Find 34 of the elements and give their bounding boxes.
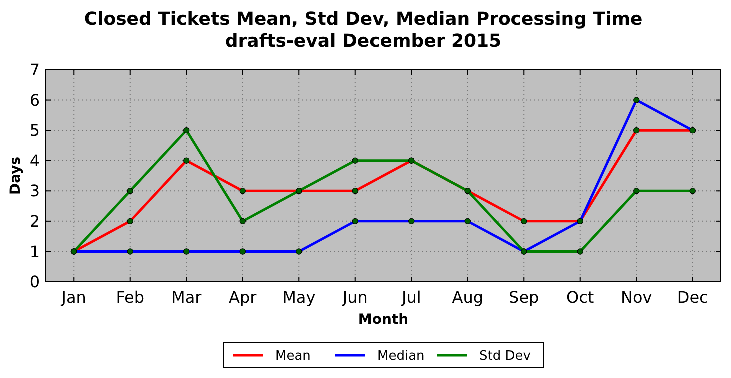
chart-subtitle: drafts-eval December 2015 (225, 31, 502, 52)
y-tick-label: 6 (30, 90, 40, 110)
x-tick-label: Dec (677, 288, 708, 307)
x-tick-label: Feb (116, 288, 145, 307)
y-tick-label: 3 (30, 182, 40, 201)
chart-title: Closed Tickets Mean, Std Dev, Median Processing Time (84, 9, 643, 30)
x-tick-label: Jan (60, 288, 86, 307)
point (577, 248, 584, 255)
y-tick-label: 0 (30, 272, 40, 292)
y-tick-label: 7 (30, 60, 40, 80)
y-tick-label: 2 (30, 212, 40, 232)
point (240, 218, 246, 225)
x-axis-title: Month (358, 312, 409, 328)
x-tick-label: Sep (509, 288, 540, 307)
x-tick-label: Oct (566, 288, 594, 307)
x-tick-label: Jul (400, 288, 422, 307)
y-tick-label: 4 (30, 151, 40, 170)
point (352, 158, 358, 164)
point (634, 188, 640, 194)
y-tick-label: 5 (30, 121, 40, 140)
y-tick-label: 1 (30, 242, 40, 262)
point (184, 127, 190, 134)
legend-label: Median (378, 349, 425, 364)
x-tick-label: Aug (452, 288, 484, 307)
x-tick-label: May (282, 288, 316, 307)
legend-label: Mean (276, 349, 311, 364)
x-tick-label: Jun (342, 288, 368, 307)
point (127, 188, 134, 194)
point (690, 188, 696, 194)
y-axis-title: Days (8, 156, 24, 196)
legend-label: Std Dev (480, 349, 532, 364)
x-tick-label: Apr (229, 288, 258, 307)
x-tick-label: Mar (172, 288, 202, 307)
x-tick-label: Nov (621, 288, 652, 307)
